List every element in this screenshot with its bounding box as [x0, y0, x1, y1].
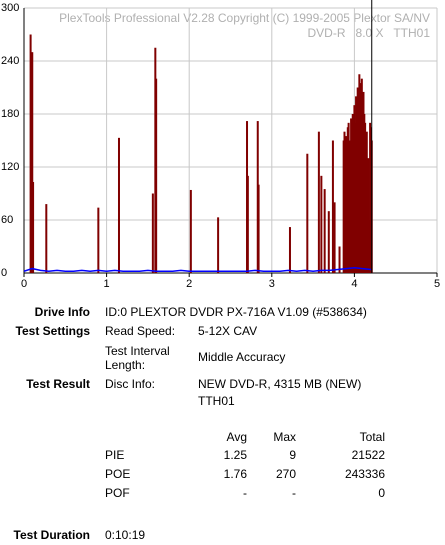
bar	[246, 175, 249, 273]
x-tick-label: 0	[21, 278, 27, 290]
y-tick-label: 300	[1, 2, 19, 14]
row-name: PIE	[105, 448, 125, 462]
y-tick-label: 120	[1, 161, 19, 173]
label: Test Result	[26, 377, 90, 391]
bar	[151, 193, 154, 273]
label: Drive Info	[34, 305, 90, 319]
bar	[306, 153, 309, 273]
value: Middle Accuracy	[198, 350, 286, 364]
column-header: Max	[273, 430, 296, 444]
label: Test Settings	[15, 324, 90, 338]
cell: -	[292, 486, 296, 500]
bar	[317, 131, 320, 273]
line	[23, 266, 371, 272]
label: Test Duration	[13, 528, 90, 542]
row-name: POE	[105, 467, 131, 481]
x-tick-label: 2	[186, 278, 192, 290]
bar	[117, 137, 120, 273]
bar	[29, 34, 32, 273]
cell: 1.25	[223, 448, 247, 462]
y-tick-label: 180	[1, 108, 19, 120]
bar	[97, 207, 100, 273]
bar	[331, 140, 334, 273]
bar	[155, 78, 158, 274]
value: NEW DVD-R, 4315 MB (NEW)	[198, 377, 362, 391]
cell: 0	[378, 486, 385, 500]
row-name: POF	[105, 486, 130, 500]
column-header: Avg	[226, 430, 247, 444]
cell: 9	[289, 448, 296, 462]
x-tick-label: 3	[269, 278, 275, 290]
bar	[327, 211, 330, 273]
x-tick-label: 4	[351, 278, 357, 290]
bar	[217, 217, 220, 273]
value: 0:10:19	[105, 528, 146, 542]
value-label: Disc Info:	[105, 377, 156, 391]
bar	[323, 189, 326, 273]
bar	[257, 184, 260, 273]
cell: 243336	[344, 467, 385, 481]
bar	[45, 204, 48, 273]
value: ID:0 PLEXTOR DVDR PX-716A V1.09 (#538634…	[105, 305, 367, 319]
y-tick-label: 240	[1, 55, 19, 67]
chart: PlexTools Professional V2.28 Copyright (…	[1, 0, 440, 290]
value: TTH01	[198, 394, 235, 408]
bar	[32, 182, 35, 273]
x-tick-label: 1	[104, 278, 110, 290]
y-tick-label: 0	[1, 267, 7, 279]
column-header: Total	[359, 430, 385, 444]
watermark: PlexTools Professional V2.28 Copyright (…	[59, 11, 430, 25]
watermark: DVD-R 8.0 X TTH01	[308, 26, 431, 40]
bar	[31, 52, 34, 273]
cell: 21522	[351, 448, 385, 462]
cell: -	[243, 486, 247, 500]
bar	[338, 246, 341, 273]
value-label: Test Interval Length:	[105, 344, 170, 372]
y-tick-label: 60	[1, 214, 13, 226]
x-tick-label: 5	[434, 278, 440, 290]
cell: 270	[275, 467, 296, 481]
bar	[189, 189, 192, 273]
cell: 1.76	[223, 467, 247, 481]
bar	[333, 202, 336, 273]
bar	[367, 158, 370, 273]
value: 5-12X CAV	[198, 324, 258, 338]
bar	[320, 175, 323, 273]
value-label: Read Speed:	[105, 324, 176, 338]
bar	[288, 227, 291, 273]
